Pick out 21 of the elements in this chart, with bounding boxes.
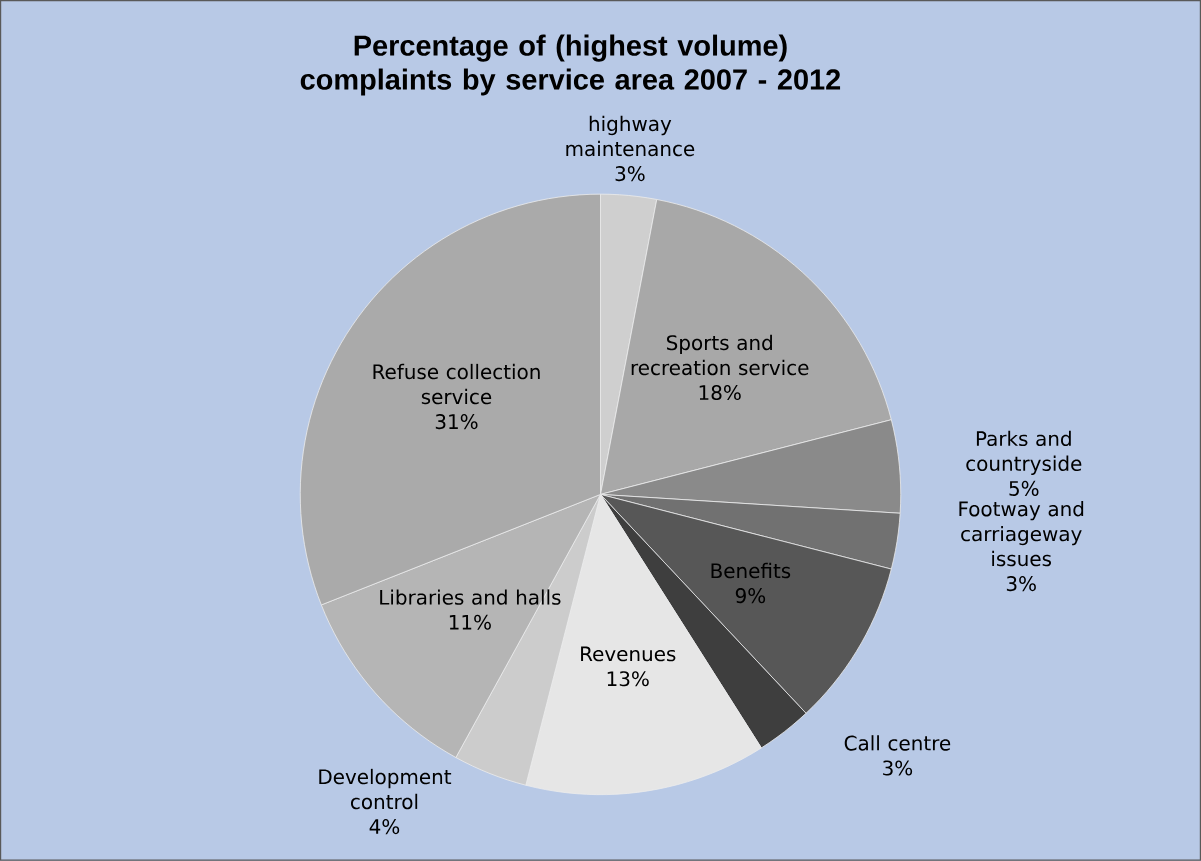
slice-label: Development control [319,768,452,810]
data-label: 4% [369,819,400,835]
slice-label: Revenues [581,646,676,662]
chart-title: Percentage of (highest volume) complaints by service area 2007 - 2012 [300,34,841,96]
data-label: 18% [699,385,741,401]
data-label: 3% [1006,576,1036,592]
slice-label: Refuse collection service [373,364,540,405]
data-label: 11% [449,614,491,630]
data-label: 13% [607,671,649,687]
slice-label: Libraries and halls [380,589,561,605]
slice-label: Parks and countryside [966,430,1082,476]
data-label: 9% [735,588,766,604]
data-label: 3% [615,166,645,182]
data-label: 3% [883,760,913,776]
data-label: 5% [1009,481,1039,497]
slice-label: Benefits [711,562,791,579]
slice-label: Footway and carriageway issues [959,501,1084,567]
slice-label: Call centre [844,735,951,751]
slice-label: Sports and recreation service [631,334,809,376]
data-label: 31% [435,414,478,430]
slice-label: highway maintenance [566,115,695,157]
